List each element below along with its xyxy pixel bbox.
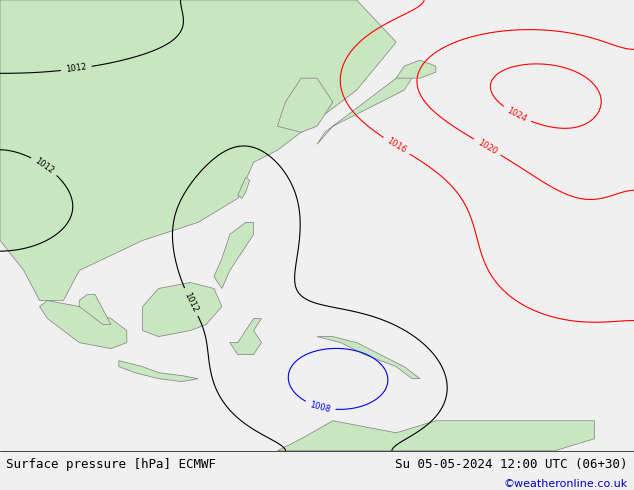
- Polygon shape: [238, 177, 250, 198]
- Polygon shape: [119, 361, 198, 382]
- Polygon shape: [317, 337, 420, 379]
- Text: 1024: 1024: [505, 106, 528, 123]
- Polygon shape: [0, 0, 396, 300]
- Text: 1020: 1020: [476, 138, 498, 156]
- Polygon shape: [278, 421, 595, 451]
- Text: 1012: 1012: [34, 156, 56, 175]
- Polygon shape: [143, 283, 222, 337]
- Polygon shape: [40, 300, 127, 348]
- Text: 1012: 1012: [183, 291, 200, 314]
- Polygon shape: [396, 60, 436, 78]
- Text: 1012: 1012: [65, 63, 87, 74]
- Polygon shape: [214, 222, 254, 289]
- Text: 1016: 1016: [385, 136, 408, 155]
- Polygon shape: [230, 318, 262, 355]
- Polygon shape: [317, 72, 412, 144]
- Polygon shape: [278, 78, 333, 132]
- Text: Surface pressure [hPa] ECMWF: Surface pressure [hPa] ECMWF: [6, 458, 216, 471]
- Text: Su 05-05-2024 12:00 UTC (06+30): Su 05-05-2024 12:00 UTC (06+30): [395, 458, 628, 471]
- Polygon shape: [79, 294, 111, 324]
- Text: ©weatheronline.co.uk: ©weatheronline.co.uk: [503, 479, 628, 489]
- Text: 1008: 1008: [309, 400, 332, 414]
